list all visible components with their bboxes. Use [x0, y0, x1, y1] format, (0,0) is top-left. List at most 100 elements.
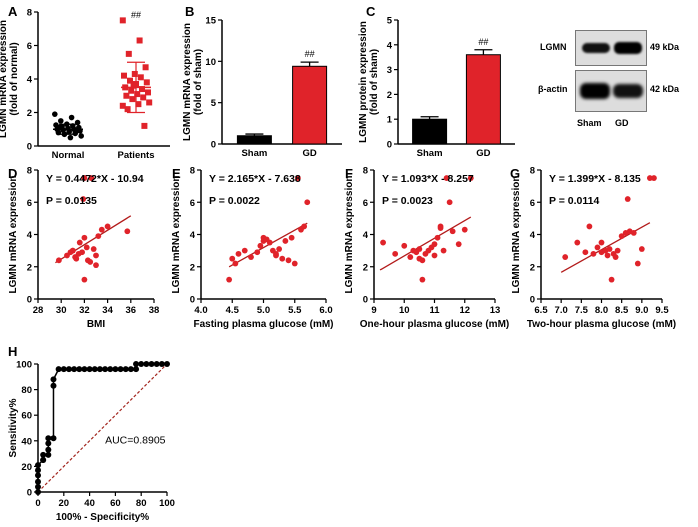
- x-tick-label-D: 34: [102, 305, 113, 316]
- blot-protein-lgmn: LGMN: [540, 42, 567, 52]
- bar-C-gd: [465, 54, 501, 145]
- y-tick-label-E: 4: [190, 230, 196, 241]
- blot-band-actin: [575, 70, 647, 112]
- data-point-G: [604, 252, 611, 259]
- blot-weight-lgmn: 49 kDa: [650, 42, 680, 52]
- y-tick-label-C: 3: [387, 65, 392, 76]
- data-point-E: [229, 255, 236, 262]
- data-point-D: [88, 175, 95, 181]
- roc-point-H: [55, 366, 62, 373]
- auc-label-H: AUC=0.8905: [105, 434, 166, 446]
- data-point-F: [455, 241, 462, 248]
- y-tick-label-G: 0: [530, 295, 535, 306]
- data-point-G: [590, 250, 597, 257]
- x-tick-label-G: 7.0: [555, 305, 568, 316]
- bar-B-gd: [292, 65, 328, 145]
- data-point-G: [606, 246, 613, 252]
- data-point-patients: [127, 77, 133, 84]
- y-tick-label-E: 8: [190, 166, 195, 177]
- blot-protein-actin: β-actin: [538, 84, 568, 94]
- data-point-G: [638, 246, 645, 252]
- y-tick-label-E: 6: [190, 198, 195, 209]
- x-tick-label-E: 6.0: [319, 305, 332, 316]
- data-point-G: [562, 254, 569, 260]
- y-tick-label-H: 60: [21, 411, 32, 422]
- y-axis-label-B: LGMN mRNA expression: [182, 23, 193, 141]
- regression-equation-F: Y = 1.093*X - 8.257: [382, 173, 474, 185]
- x-tick-label-G: 7.5: [575, 305, 589, 316]
- data-point-normal: [67, 134, 74, 141]
- data-point-patients: [125, 50, 132, 57]
- x-tick-label-E: 4.0: [194, 305, 207, 316]
- western-blot: LGMN β-actin 49 kDa 42 kDa Sham GD: [538, 28, 698, 138]
- roc-point-H: [122, 366, 129, 373]
- regression-equation-D: Y = 0.4472*X - 10.94: [46, 173, 144, 185]
- roc-point-H: [133, 361, 140, 367]
- x-category-label-B: GD: [302, 148, 316, 159]
- y-tick-label-A: 4: [27, 75, 33, 86]
- panel-label-C: C: [366, 4, 376, 19]
- y-tick-label-C: 0: [387, 140, 392, 151]
- data-point-F: [443, 175, 450, 181]
- data-point-D: [98, 226, 105, 233]
- data-point-F: [431, 252, 438, 259]
- data-point-D: [79, 249, 85, 256]
- y-tick-label-D: 0: [27, 295, 32, 306]
- data-point-normal: [58, 118, 64, 124]
- y-tick-label-C: 4: [387, 40, 393, 51]
- roc-point-H: [50, 382, 57, 389]
- x-tick-label-D: 32: [79, 305, 90, 316]
- data-point-D: [124, 228, 131, 235]
- roc-point-H: [35, 478, 41, 485]
- data-point-G: [630, 229, 637, 236]
- panel-label-E: E: [172, 166, 181, 181]
- roc-point-H: [96, 366, 103, 373]
- y-axis-label-G: LGMN mRNA expression: [511, 176, 522, 294]
- y-tick-label-C: 5: [387, 16, 393, 27]
- y-tick-label-H: 100: [16, 360, 32, 371]
- y-tick-label-D: 2: [27, 262, 32, 273]
- significance-marker-A: ##: [131, 10, 141, 20]
- data-point-F: [392, 250, 399, 257]
- roc-point-H: [35, 483, 41, 490]
- y-axis-label-F: LGMN mRNA expression: [344, 176, 355, 294]
- x-tick-label-H: 20: [59, 498, 70, 509]
- data-point-E: [241, 247, 248, 254]
- roc-point-H: [45, 446, 52, 453]
- data-point-patients: [119, 102, 126, 109]
- blot-lane-sham: Sham: [577, 118, 602, 128]
- reference-diagonal-H: [37, 363, 168, 493]
- data-point-D: [73, 255, 80, 262]
- y-tick-label-B: 15: [205, 16, 216, 27]
- data-point-D: [81, 175, 88, 181]
- bar-C-sham: [412, 118, 448, 145]
- data-point-normal: [78, 133, 84, 139]
- data-point-E: [279, 255, 286, 262]
- data-point-E: [273, 250, 279, 257]
- blot-band-actin-gd: [613, 84, 643, 98]
- y-tick-label-D: 8: [27, 166, 32, 177]
- roc-point-H: [45, 440, 52, 447]
- x-axis-label-D: BMI: [87, 319, 106, 330]
- data-point-G: [608, 276, 615, 283]
- y-tick-label-D: 4: [27, 230, 33, 241]
- y-tick-label-B: 10: [205, 57, 216, 68]
- data-point-D: [80, 196, 87, 202]
- data-point-G: [574, 239, 581, 246]
- roc-point-H: [112, 366, 119, 373]
- data-point-patients: [129, 96, 136, 103]
- y-tick-label-H: 20: [21, 462, 32, 473]
- x-axis-label-G: Two-hour plasma glucose (mM): [527, 319, 676, 330]
- data-point-G: [594, 244, 601, 251]
- roc-point-H: [138, 361, 145, 367]
- roc-point-H: [158, 361, 165, 367]
- roc-point-H: [60, 366, 67, 373]
- y-tick-label-E: 0: [190, 295, 195, 306]
- data-point-D: [55, 257, 62, 264]
- panel-label-B: B: [185, 4, 194, 19]
- data-point-G: [586, 223, 593, 230]
- data-point-G: [614, 247, 621, 254]
- x-tick-label-F: 11: [429, 305, 440, 316]
- data-point-E: [232, 260, 239, 267]
